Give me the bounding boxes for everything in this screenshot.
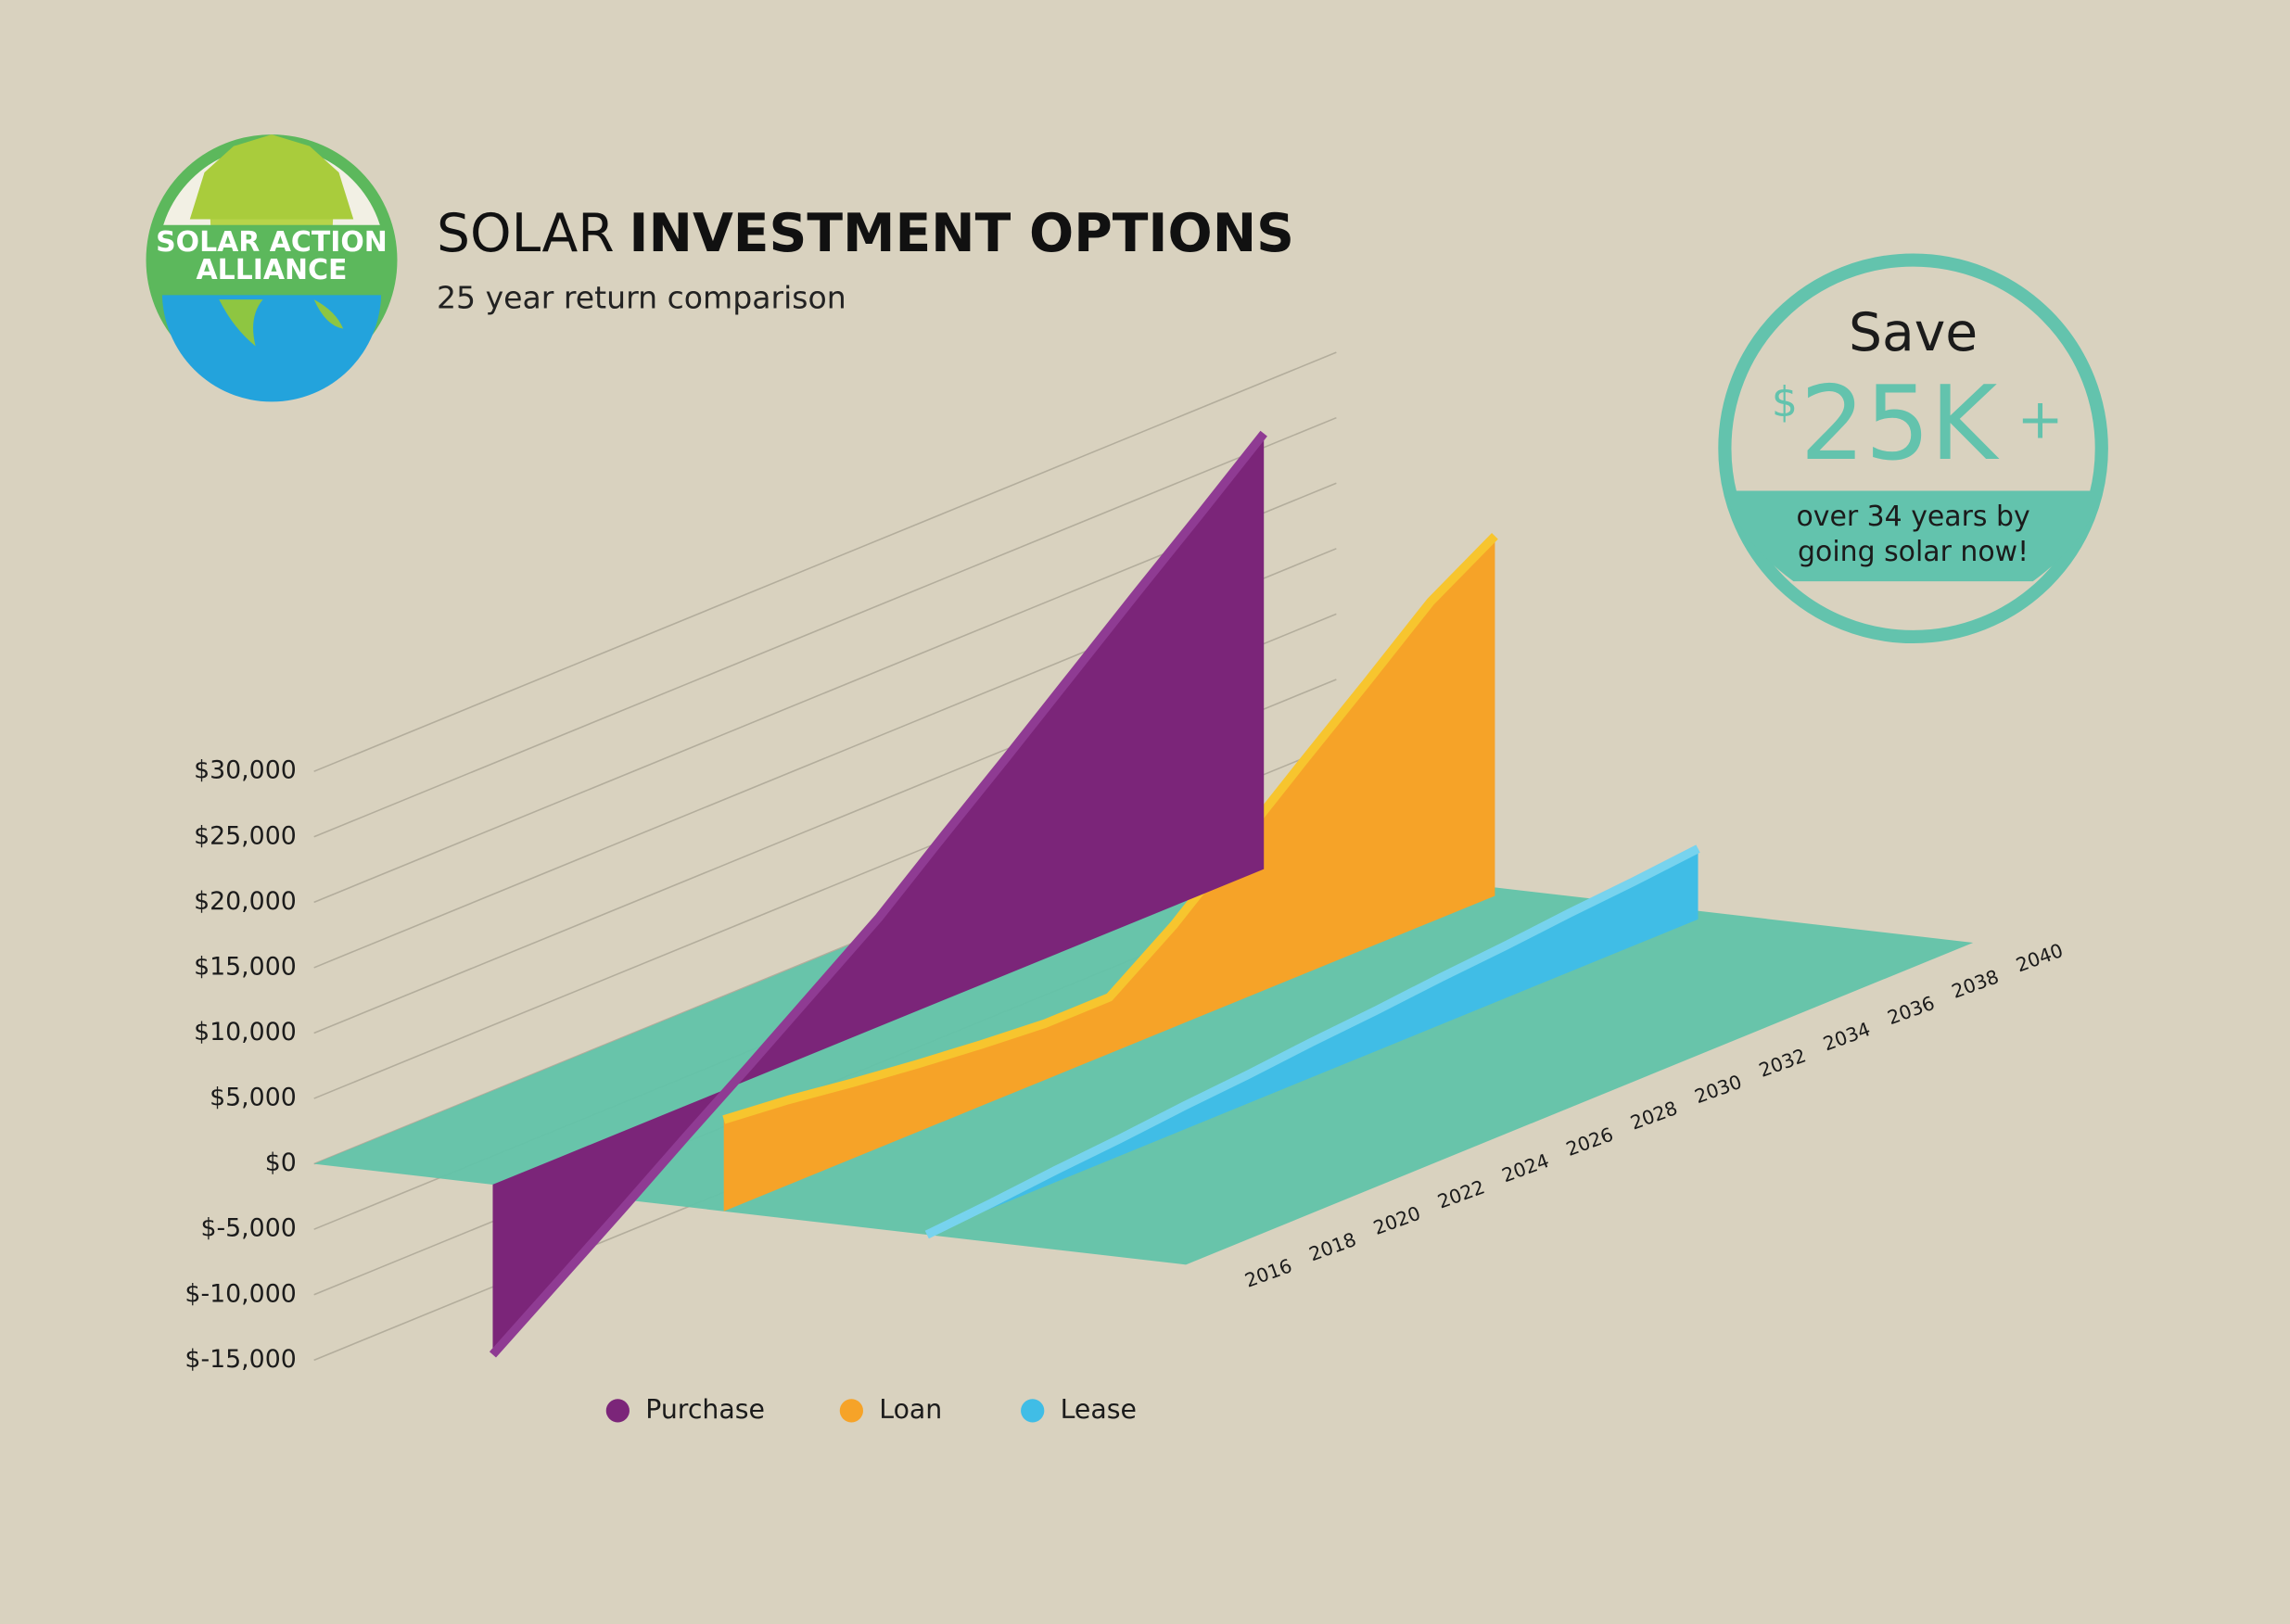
- logo-banner: [154, 224, 389, 296]
- chart-title: SOLAR INVESTMENT OPTIONS: [437, 203, 1294, 264]
- title-light: SOLAR: [437, 203, 615, 264]
- y-tick-label: $15,000: [194, 952, 297, 981]
- title-bold: INVESTMENT OPTIONS: [629, 203, 1294, 264]
- badge-amount: 25K: [1800, 365, 2000, 484]
- y-tick-label: $20,000: [194, 887, 297, 916]
- y-tick-label: $-15,000: [184, 1345, 296, 1374]
- badge-text: over 34 years by: [1796, 501, 2029, 533]
- legend-label: Lease: [1061, 1394, 1137, 1425]
- legend-swatch: [605, 1399, 630, 1423]
- chart-subtitle: 25 year return comparison: [437, 280, 846, 316]
- badge-text: going solar now!: [1798, 536, 2029, 568]
- logo-text: ALLIANCE: [197, 254, 348, 286]
- plot: $-15,000 $-10,000 $-5,000 $0 $5,000 $10,000 $1…: [184, 351, 2066, 1374]
- badge-plus: +: [2017, 387, 2064, 452]
- badge-save: Save: [1849, 302, 1978, 363]
- legend-swatch: [1021, 1399, 1045, 1423]
- ribbon: [492, 433, 1265, 1355]
- legend: Purchase Loan Lease: [605, 1394, 1137, 1425]
- y-tick-label: $25,000: [194, 821, 297, 850]
- logo-land: [219, 299, 344, 347]
- ribbon-edge: [722, 533, 1498, 1124]
- ribbon: [723, 536, 1495, 1212]
- legend-swatch: [839, 1399, 863, 1423]
- legend-label: Loan: [879, 1394, 942, 1425]
- logo: SOLAR ACTION ALLIANCE: [146, 134, 398, 402]
- badge: Save $ 25K + over 34 years by going sola…: [1718, 253, 2108, 644]
- y-tick-label: $-10,000: [184, 1279, 296, 1308]
- grid-line: [313, 351, 1337, 772]
- badge-currency: $: [1772, 379, 1798, 426]
- legend-label: Purchase: [645, 1394, 765, 1425]
- logo-text: SOLAR ACTION: [156, 226, 388, 259]
- grid-line: [313, 416, 1337, 838]
- y-tick-label: $5,000: [210, 1084, 297, 1112]
- ribbon-edge: [489, 430, 1267, 1358]
- y-tick-label: $0: [265, 1148, 297, 1177]
- y-tick-label: $-5,000: [200, 1214, 296, 1243]
- ribbon-edge: [924, 844, 1700, 1239]
- y-tick-label: $10,000: [194, 1018, 297, 1047]
- logo-earth: [161, 292, 382, 402]
- y-tick-label: $30,000: [194, 756, 297, 785]
- badge-band: [1724, 490, 2102, 582]
